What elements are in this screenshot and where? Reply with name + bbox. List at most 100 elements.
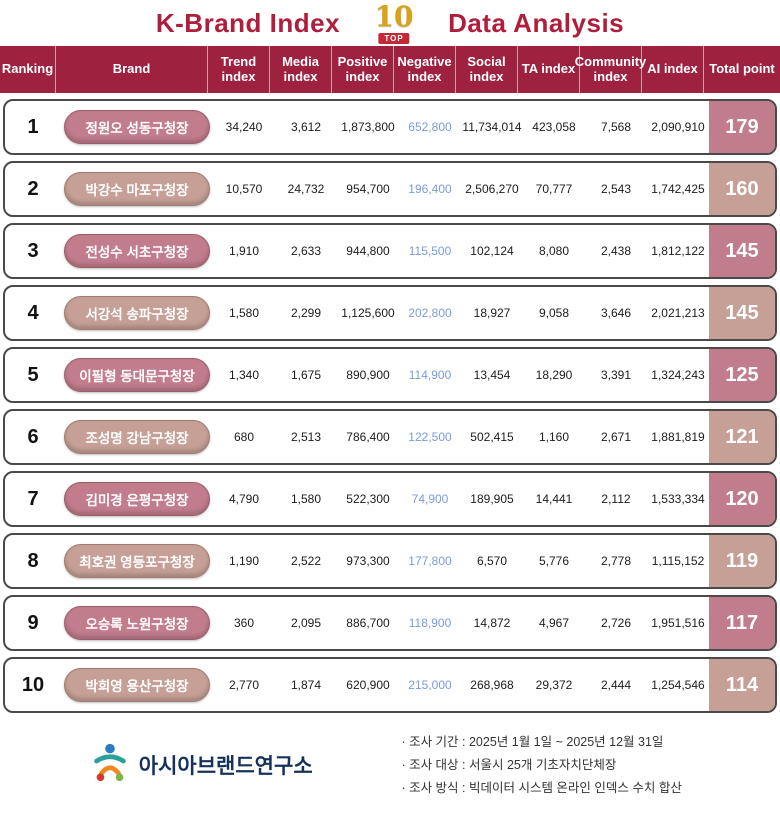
positive-index-value: 886,700 [346,616,390,630]
positive-index-value: 786,400 [346,430,390,444]
table-row: 6 조성명 강남구청장 680 2,513 786,400 122,500 50… [3,409,777,465]
media-index-value: 2,299 [290,306,322,320]
total-point-value: 145 [709,225,775,277]
institute-logo-icon [89,741,131,788]
media-index-value: 2,095 [290,616,322,630]
total-point-value: 120 [709,473,775,525]
community-index-value: 3,646 [600,306,632,320]
community-index-value: 2,543 [600,182,632,196]
ta-index-value: 5,776 [538,554,570,568]
ai-index-value: 1,324,243 [651,368,705,382]
media-index-value: 1,675 [290,368,322,382]
brand-pill: 박강수 마포구청장 [64,172,210,206]
trend-index-value: 680 [233,430,255,444]
community-index-value: 2,112 [601,492,631,506]
positive-index-value: 973,300 [346,554,390,568]
total-point-value: 121 [709,411,775,463]
community-index-value: 2,778 [600,554,632,568]
negative-index-value: 202,800 [408,306,452,320]
institute-logo: 아시아브랜드연구소 [0,729,401,800]
negative-index-value: 177,800 [408,554,452,568]
table-row: 10 박희영 용산구청장 2,770 1,874 620,900 215,000… [3,657,777,713]
table-row: 7 김미경 은평구청장 4,790 1,580 522,300 74,900 1… [3,471,777,527]
trend-index-value: 34,240 [225,120,263,134]
table-header-row: Ranking Brand Trend index Media index Positi… [0,46,780,93]
brand-pill: 전성수 서초구청장 [64,234,210,268]
trend-index-value: 2,770 [228,678,260,692]
table-row: 1 정원오 성동구청장 34,240 3,612 1,873,800 652,8… [3,99,777,155]
social-index-value: 13,454 [473,368,511,382]
negative-index-value: 652,800 [408,120,452,134]
column-header-2: Brand [56,46,208,93]
positive-index-value: 1,873,800 [341,120,395,134]
positive-index-value: 522,300 [346,492,390,506]
title-bar: K-Brand Index 10 TOP Data Analysis [0,0,780,46]
ai-index-value: 1,742,425 [651,182,705,196]
column-header-10: AI index [642,46,704,93]
institute-name: 아시아브랜드연구소 [138,754,313,778]
ta-index-value: 9,058 [538,306,570,320]
brand-cell: 서강석 송파구청장 [61,287,213,339]
negative-index-value: 74,900 [411,492,449,506]
table-row: 9 오승록 노원구청장 360 2,095 886,700 118,900 14… [3,595,777,651]
community-index-value: 2,726 [600,616,632,630]
brand-cell: 박강수 마포구청장 [61,163,213,215]
column-header-3: Trend index [208,46,270,93]
trend-index-value: 1,580 [228,306,260,320]
rank-value: 4 [27,301,39,324]
rank-value: 2 [27,177,39,200]
negative-index-value: 114,900 [408,368,452,382]
badge-number: 10 [374,0,414,33]
ta-index-value: 4,967 [538,616,570,630]
brand-pill: 박희영 용산구청장 [64,668,210,702]
ai-index-value: 1,115,152 [651,554,705,568]
rank-value: 7 [27,487,39,510]
table-row: 2 박강수 마포구청장 10,570 24,732 954,700 196,40… [3,161,777,217]
social-index-value: 6,570 [476,554,508,568]
rank-value: 8 [27,549,39,572]
community-index-value: 3,391 [600,368,632,382]
media-index-value: 2,633 [290,244,322,258]
ta-index-value: 1,160 [538,430,570,444]
ai-index-value: 2,090,910 [651,120,705,134]
rank-value: 1 [27,115,39,138]
media-index-value: 1,580 [290,492,322,506]
media-index-value: 3,612 [290,120,322,134]
top10-badge: 10 TOP [366,2,422,44]
media-index-value: 2,522 [290,554,322,568]
total-point-value: 117 [709,597,775,649]
community-index-value: 2,671 [600,430,632,444]
media-index-value: 24,732 [287,182,325,196]
trend-index-value: 1,910 [228,244,260,258]
column-header-9: Community index [575,46,646,93]
column-header-7: Social index [456,46,518,93]
total-point-value: 119 [709,535,775,587]
rank-value: 10 [21,673,45,696]
media-index-value: 1,874 [290,678,322,692]
negative-index-value: 215,000 [408,678,452,692]
total-point-value: 125 [709,349,775,401]
column-header-8: TA index [518,46,580,93]
note-line-method: · 조사 방식 : 빅데이터 시스템 온라인 인덱스 수치 합산 [401,781,682,796]
brand-cell: 이필형 동대문구청장 [61,349,213,401]
negative-index-value: 122,500 [408,430,452,444]
ai-index-value: 1,533,334 [651,492,705,506]
ta-index-value: 70,777 [535,182,573,196]
positive-index-value: 1,125,600 [341,306,395,320]
brand-pill: 최호권 영등포구청장 [64,544,210,578]
table-row: 8 최호권 영등포구청장 1,190 2,522 973,300 177,800… [3,533,777,589]
social-index-value: 14,872 [473,616,511,630]
note-line-target: · 조사 대상 : 서울시 25개 기초자치단체장 [401,758,617,773]
total-point-value: 160 [709,163,775,215]
negative-index-value: 196,400 [408,182,452,196]
table-row: 3 전성수 서초구청장 1,910 2,633 944,800 115,500 … [3,223,777,279]
ta-index-value: 29,372 [535,678,573,692]
brand-pill: 조성명 강남구청장 [64,420,210,454]
ta-index-value: 423,058 [532,120,576,134]
table-row: 5 이필형 동대문구청장 1,340 1,675 890,900 114,900… [3,347,777,403]
brand-pill: 오승록 노원구청장 [64,606,210,640]
ta-index-value: 14,441 [535,492,573,506]
brand-cell: 박희영 용산구청장 [61,659,213,711]
brand-cell: 정원오 성동구청장 [61,101,213,153]
brand-pill: 서강석 송파구청장 [64,296,210,330]
